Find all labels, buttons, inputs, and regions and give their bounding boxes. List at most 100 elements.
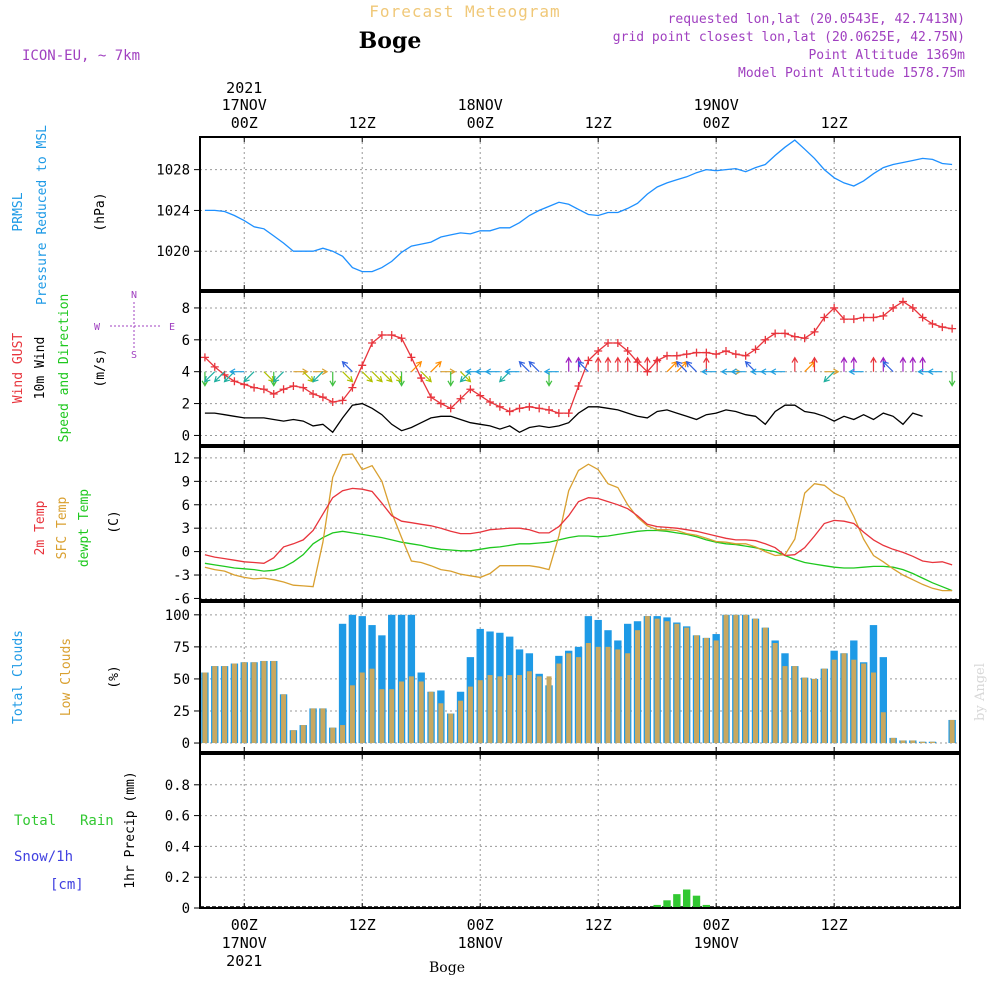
low-cloud-bar xyxy=(497,676,503,744)
precip-legend-total: Total xyxy=(14,813,56,829)
low-cloud-bar xyxy=(713,640,719,744)
low-cloud-bar xyxy=(723,614,729,744)
wind-direction-arrow xyxy=(312,371,324,383)
rain-bar xyxy=(663,900,671,908)
wind-label-2: 10m Wind xyxy=(33,337,48,400)
precip-ylabels: 1hr Precip (mm) Total Rain Snow/1h [cm] xyxy=(14,771,138,893)
gust-marker xyxy=(800,334,809,343)
wind-ylabels: Wind GUST 10m Wind Speed and Direction (… xyxy=(11,290,175,442)
precip-legend-cm: [cm] xyxy=(50,877,84,893)
low-cloud-bar xyxy=(359,672,365,744)
low-cloud-bar xyxy=(556,663,562,744)
total-cloud-bar xyxy=(388,614,396,744)
low-cloud-bar xyxy=(929,741,935,744)
top-time-label: 17NOV xyxy=(222,96,267,114)
low-cloud-bar xyxy=(910,740,916,744)
precip-unit: 1hr Precip (mm) xyxy=(123,771,138,888)
gust-marker xyxy=(368,339,377,347)
low-cloud-bar xyxy=(438,703,444,744)
gust-marker xyxy=(417,374,426,383)
low-cloud-bar xyxy=(762,627,768,744)
gust-marker xyxy=(535,404,544,413)
rain-bar xyxy=(653,904,661,908)
gust-marker xyxy=(269,390,278,398)
low-cloud-bar xyxy=(615,649,621,744)
low-cloud-bar xyxy=(664,621,670,744)
pressure-label-1: PRMSL xyxy=(11,192,26,231)
temp-ytick-label: 9 xyxy=(182,474,190,490)
wind10m-line xyxy=(204,402,923,434)
wind-direction-arrow xyxy=(666,360,678,373)
gust-marker xyxy=(574,382,583,391)
low-cloud-bar xyxy=(231,663,237,744)
bottom-time-label: 17NOV xyxy=(222,934,267,952)
wind-direction-arrow xyxy=(313,368,329,376)
low-cloud-bar xyxy=(831,659,837,744)
top-time-label: 19NOV xyxy=(694,96,739,114)
wind-direction-arrow xyxy=(700,368,717,376)
gust-marker xyxy=(299,383,308,392)
low-cloud-bar xyxy=(566,653,572,744)
gust-marker xyxy=(751,345,760,354)
wind-direction-arrow xyxy=(594,356,602,372)
gust-marker xyxy=(731,350,740,359)
low-cloud-bar xyxy=(576,657,582,744)
low-cloud-bar xyxy=(467,686,473,744)
gust-marker xyxy=(230,377,239,386)
panel-border xyxy=(199,291,961,446)
gust-marker xyxy=(259,385,268,394)
wind-panel: 0 2 4 6 8 xyxy=(182,291,961,446)
gust-marker xyxy=(672,351,681,360)
clouds-ytick-label: 100 xyxy=(165,608,190,624)
low-cloud-bar xyxy=(792,666,798,744)
gridpoint-coords: grid point closest lon,lat (20.0625E, 42… xyxy=(613,30,965,45)
low-cloud-bar xyxy=(399,681,405,744)
gust-marker xyxy=(869,313,878,322)
wind-direction-arrow xyxy=(948,371,956,387)
compass-east: E xyxy=(169,322,175,333)
gust-marker xyxy=(358,361,367,370)
clouds-panel: 0 25 50 75 100 xyxy=(165,601,961,753)
wind-ytick-label: 2 xyxy=(182,397,190,413)
gust-marker xyxy=(722,346,731,355)
temp-ytick-label: 6 xyxy=(182,498,190,514)
wind-direction-arrow xyxy=(769,368,785,376)
wind-direction-arrow xyxy=(302,371,314,383)
gust-marker xyxy=(741,351,750,360)
pressure-unit: (hPa) xyxy=(93,192,108,231)
low-cloud-bar xyxy=(684,627,690,744)
point-altitude: Point Altitude 1369m xyxy=(808,48,965,63)
gust-marker xyxy=(879,311,888,320)
low-cloud-bar xyxy=(585,643,591,744)
precip-ytick-label: 0 xyxy=(182,901,190,917)
low-cloud-bar xyxy=(890,737,896,744)
low-cloud-bar xyxy=(202,672,208,744)
gust-marker xyxy=(849,315,858,324)
clouds-unit: (%) xyxy=(107,665,122,688)
model-name: ICON-EU, ~ 7km xyxy=(22,48,140,64)
gust-marker xyxy=(810,327,819,336)
panel-border xyxy=(199,136,961,291)
sfc-temp-line xyxy=(204,453,953,592)
wind-direction-arrow xyxy=(653,356,661,372)
wind-direction-arrow xyxy=(342,371,354,383)
bottom-time-label: 12Z xyxy=(821,916,848,934)
wind-direction-arrow xyxy=(577,360,589,373)
gust-marker xyxy=(702,348,711,357)
bottom-time-label: 2021 xyxy=(226,952,262,970)
requested-coords: requested lon,lat (20.0543E, 42.7413N) xyxy=(668,12,965,27)
bottom-time-label: 12Z xyxy=(585,916,612,934)
precip-legend-rain: Rain xyxy=(80,813,114,829)
rain-bar xyxy=(682,889,691,908)
gust-marker xyxy=(839,315,848,324)
gust-marker xyxy=(623,346,632,355)
low-cloud-bar xyxy=(703,637,709,744)
model-altitude: Model Point Altitude 1578.75m xyxy=(738,66,965,81)
total-cloud-bar xyxy=(378,635,386,744)
rain-bar xyxy=(673,894,681,908)
top-time-label: 2021 xyxy=(226,79,262,97)
clouds-ytick-label: 25 xyxy=(173,704,190,720)
low-cloud-bar xyxy=(644,616,650,744)
low-cloud-bar xyxy=(654,618,660,744)
wind-direction-arrow xyxy=(270,371,278,387)
